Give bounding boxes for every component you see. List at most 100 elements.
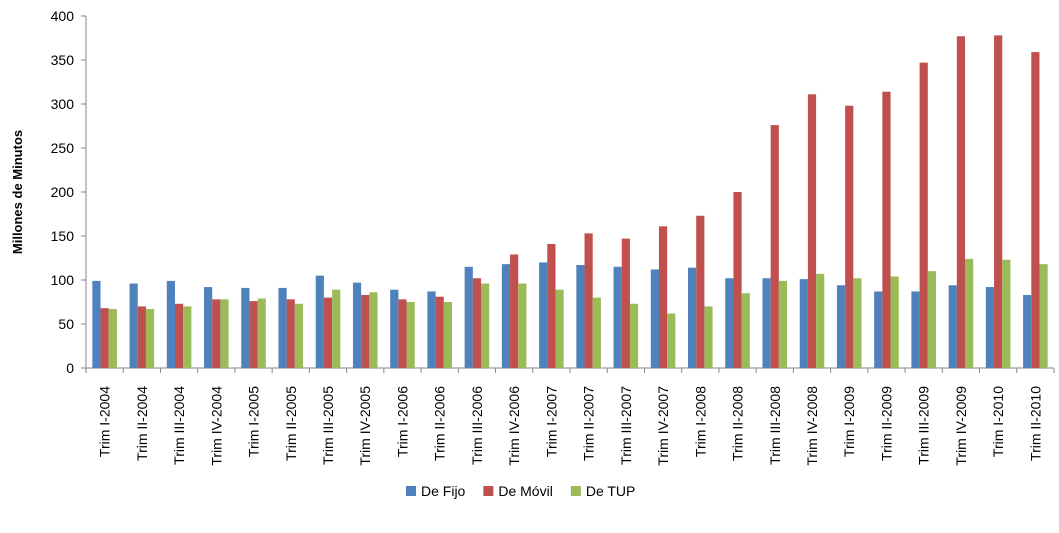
bar-de-m-vil-1 [137, 306, 146, 368]
bar-de-tup-9 [443, 302, 452, 368]
bar-de-m-vil-0 [100, 308, 109, 368]
bar-de-fijo-4 [241, 287, 250, 368]
bar-de-tup-25 [1039, 264, 1048, 368]
x-tick-label: Trim I-2004 [97, 386, 113, 457]
bar-de-m-vil-18 [770, 125, 779, 369]
bar-de-tup-3 [220, 299, 229, 368]
bar-de-m-vil-10 [472, 278, 482, 368]
y-tick-label: 250 [51, 140, 75, 156]
x-tick-label: Trim IV-2005 [357, 386, 373, 466]
bar-de-tup-18 [778, 280, 788, 368]
bar-de-m-vil-7 [361, 294, 370, 368]
bar-de-tup-11 [518, 283, 527, 368]
bar-de-fijo-19 [799, 279, 808, 368]
bar-de-tup-5 [294, 303, 304, 368]
bar-de-fijo-10 [464, 266, 473, 368]
x-tick-label: Trim IV-2008 [804, 386, 820, 466]
bar-de-fijo-5 [278, 287, 287, 368]
bar-de-tup-7 [369, 292, 378, 368]
x-tick-label: Trim IV-2004 [208, 386, 224, 466]
bar-de-tup-23 [965, 258, 974, 368]
x-tick-label: Trim III-2009 [916, 386, 932, 465]
bar-de-m-vil-15 [658, 226, 668, 368]
x-tick-label: Trim IV-2009 [953, 386, 969, 466]
x-tick-label: Trim II-2004 [134, 386, 150, 461]
bar-de-m-vil-23 [956, 36, 966, 369]
legend-swatch [570, 486, 581, 496]
bar-de-m-vil-12 [547, 243, 556, 368]
bar-de-tup-2 [183, 306, 192, 368]
bar-de-tup-20 [853, 278, 862, 368]
bar-de-fijo-1 [129, 283, 138, 368]
bar-de-m-vil-24 [994, 35, 1003, 369]
x-tick-label: Trim I-2006 [394, 386, 410, 457]
y-tick-label: 300 [51, 96, 75, 112]
bar-de-fijo-9 [427, 291, 436, 368]
bar-de-fijo-14 [613, 266, 622, 368]
bar-de-fijo-7 [352, 282, 362, 368]
tick-labels: 0 50 100 150 200 250 300 350 400 Trim I-2004 Trim … [51, 8, 1044, 466]
bar-de-m-vil-19 [807, 94, 817, 368]
bar-de-fijo-20 [836, 285, 846, 368]
bar-de-tup-21 [890, 276, 899, 368]
bar-de-tup-19 [816, 273, 825, 368]
bar-de-m-vil-16 [696, 215, 705, 368]
bar-de-tup-4 [257, 298, 266, 368]
bar-de-fijo-17 [725, 278, 734, 368]
legend-label: De Móvil [498, 483, 552, 499]
bar-de-tup-6 [332, 289, 341, 368]
bar-de-m-vil-8 [398, 299, 407, 368]
bar-de-fijo-16 [688, 267, 697, 368]
bar-de-m-vil-4 [249, 301, 258, 368]
bar-de-m-vil-20 [845, 105, 854, 368]
x-tick-label: Trim II-2005 [283, 386, 299, 461]
bar-de-fijo-24 [985, 287, 995, 368]
legend-label: De Fijo [421, 483, 466, 499]
x-tick-label: Trim II-2010 [1027, 386, 1043, 461]
bar-de-m-vil-14 [621, 238, 630, 368]
bar-de-m-vil-5 [286, 299, 295, 368]
bar-de-fijo-13 [576, 265, 585, 368]
bar-de-tup-1 [145, 309, 155, 368]
bar-de-fijo-12 [539, 262, 548, 368]
bar-de-fijo-2 [166, 280, 175, 368]
x-tick-label: Trim II-2009 [878, 386, 894, 461]
x-tick-label: Trim I-2005 [246, 386, 262, 457]
x-tick-label: Trim I-2007 [543, 386, 559, 457]
bar-de-fijo-22 [911, 291, 920, 368]
x-tick-label: Trim I-2009 [841, 386, 857, 457]
x-tick-label: Trim II-2007 [581, 386, 597, 461]
legend-swatch [483, 486, 494, 496]
x-tick-label: Trim II-2008 [730, 386, 746, 461]
bar-de-fijo-23 [948, 285, 957, 368]
y-tick-label: 350 [51, 52, 75, 68]
bar-de-m-vil-9 [435, 296, 444, 368]
x-tick-label: Trim I-2008 [692, 386, 708, 457]
x-tick-label: Trim III-2004 [171, 386, 187, 465]
bar-de-fijo-11 [501, 264, 511, 368]
bar-de-m-vil-17 [733, 192, 742, 368]
bar-de-tup-13 [592, 297, 601, 368]
bar-de-fijo-6 [315, 275, 324, 368]
bar-de-m-vil-6 [323, 297, 333, 368]
bar-de-m-vil-3 [212, 299, 221, 368]
y-tick-label: 100 [51, 272, 75, 288]
x-tick-label: Trim I-2010 [990, 386, 1006, 457]
x-tick-label: Trim IV-2007 [655, 386, 671, 466]
bar-de-tup-17 [741, 293, 750, 368]
bar-de-fijo-15 [650, 269, 659, 368]
bar-de-tup-14 [629, 303, 639, 368]
x-tick-label: Trim III-2008 [767, 386, 783, 465]
y-tick-label: 200 [51, 184, 75, 200]
y-tick-label: 0 [66, 360, 74, 376]
bar-de-fijo-21 [874, 291, 883, 368]
bar-de-m-vil-22 [919, 62, 928, 368]
bar-de-tup-12 [555, 289, 564, 368]
x-tick-label: Trim III-2007 [618, 386, 634, 465]
bar-de-m-vil-21 [882, 91, 891, 369]
legend-label: De TUP [586, 483, 636, 499]
y-axis-label: Millones de Minutos [10, 130, 25, 254]
bar-de-tup-10 [481, 283, 490, 368]
x-tick-label: Trim IV-2006 [506, 386, 522, 466]
